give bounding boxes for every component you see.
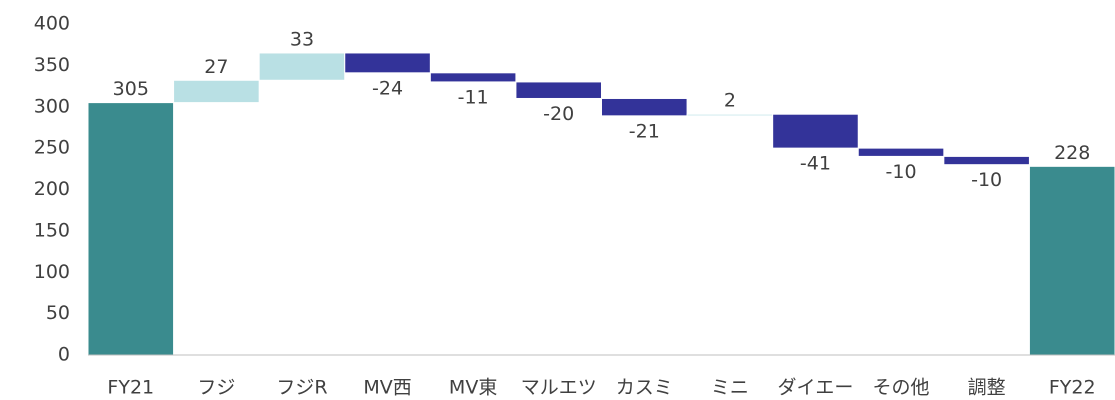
- x-tick-label: フジR: [276, 377, 327, 399]
- data-label: 2: [724, 90, 736, 112]
- data-label: -10: [886, 161, 917, 183]
- x-tick-label: FY22: [1049, 377, 1096, 399]
- bar: [772, 113, 859, 149]
- y-tick-label: 0: [58, 344, 70, 366]
- bar: [1028, 165, 1115, 356]
- bar: [601, 97, 688, 117]
- bar: [344, 52, 431, 74]
- data-label: 33: [290, 28, 314, 50]
- bar: [515, 81, 603, 99]
- data-label: -10: [971, 169, 1002, 191]
- bar: [87, 102, 175, 356]
- bar: [686, 113, 774, 117]
- y-tick-label: 350: [34, 54, 70, 76]
- bar: [258, 52, 346, 81]
- bar: [943, 155, 1030, 166]
- x-tick-label: フジ: [197, 377, 235, 399]
- x-tick-label: ミニ: [711, 377, 749, 399]
- y-tick-label: 150: [34, 219, 70, 241]
- x-tick-label: その他: [873, 377, 930, 399]
- data-label: -20: [543, 103, 574, 125]
- x-tick-label: FY21: [107, 377, 154, 399]
- y-tick-label: 300: [34, 95, 70, 117]
- x-tick-label: MV東: [449, 377, 497, 399]
- x-tick-label: ダイエー: [778, 377, 854, 399]
- data-label: 228: [1054, 142, 1090, 164]
- data-label: -11: [458, 86, 489, 108]
- x-tick-label: カスミ: [616, 377, 673, 399]
- x-tick-label: 調整: [968, 377, 1006, 399]
- bar: [173, 79, 260, 104]
- bar: [429, 72, 517, 83]
- y-tick-label: 100: [34, 261, 70, 283]
- data-label: 27: [204, 56, 228, 78]
- data-label: 305: [113, 78, 149, 100]
- bar: [857, 147, 945, 157]
- y-tick-label: 50: [46, 302, 70, 324]
- x-tick-label: MV西: [363, 377, 411, 399]
- y-tick-label: 200: [34, 178, 70, 200]
- y-tick-label: 400: [34, 13, 70, 35]
- data-label: -41: [800, 153, 831, 175]
- data-label: -24: [372, 77, 403, 99]
- x-tick-label: マルエツ: [521, 377, 597, 399]
- data-label: -21: [629, 120, 660, 142]
- y-tick-label: 250: [34, 137, 70, 159]
